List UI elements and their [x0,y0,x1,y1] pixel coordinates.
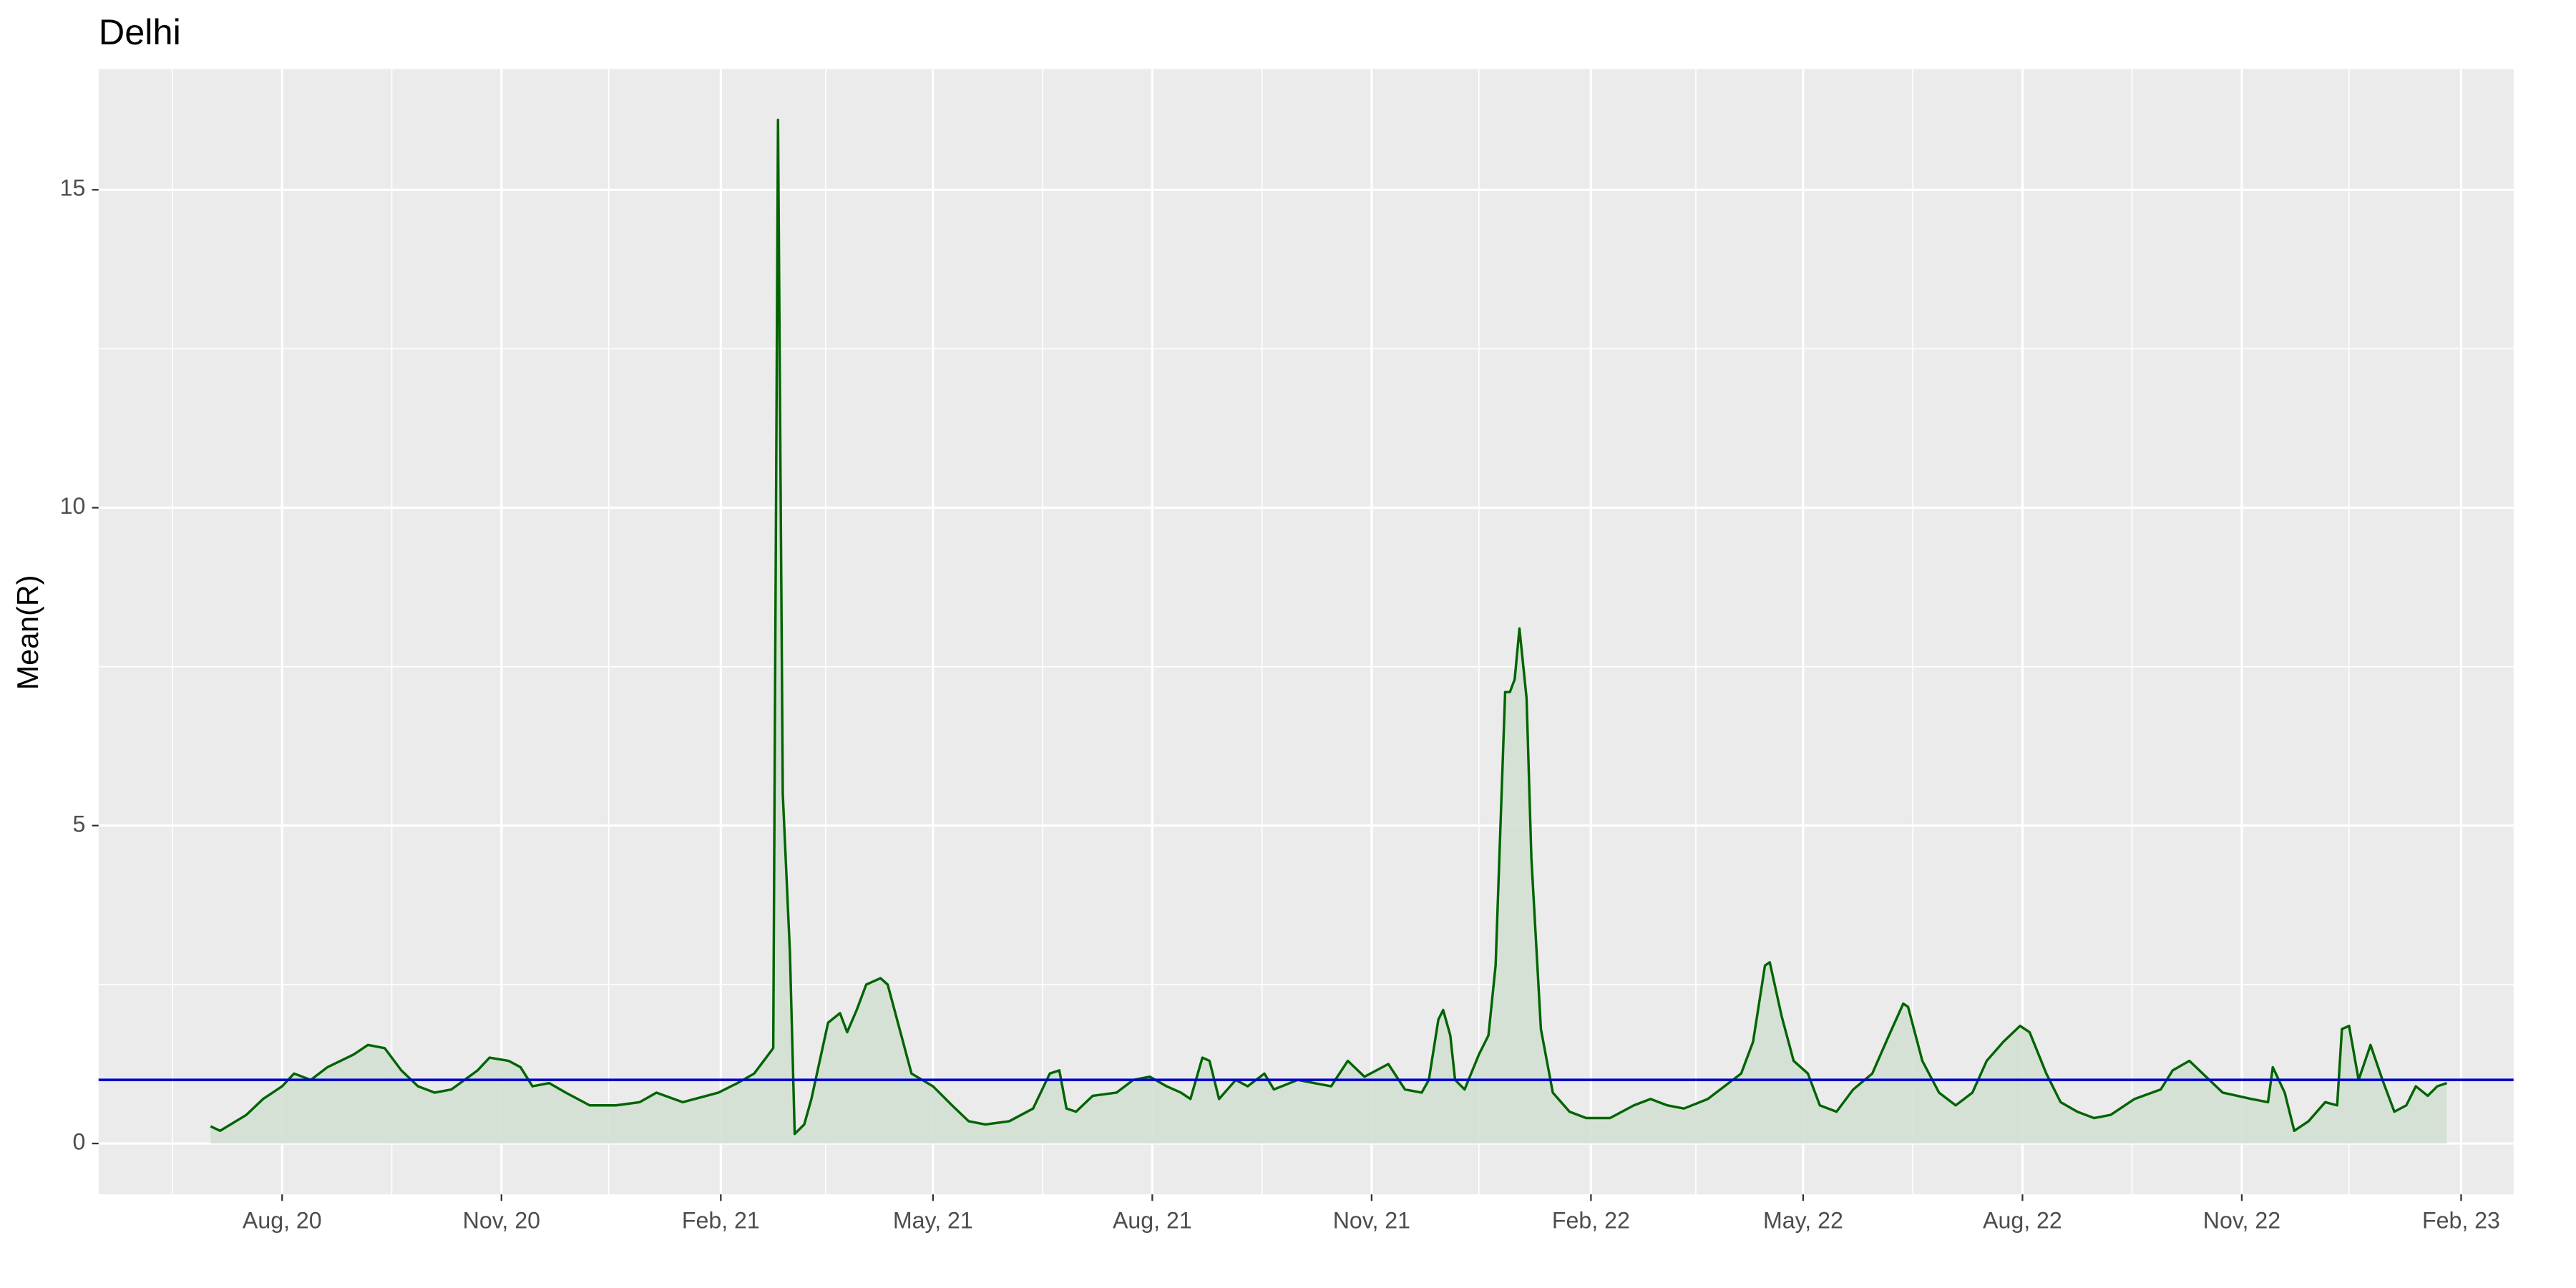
chart-title: Delhi [99,11,181,52]
plot-panel [98,69,2514,1195]
x-tick-label: Aug, 21 [1113,1208,1192,1234]
y-tick-label: 5 [73,811,86,836]
x-tick-label: Aug, 22 [1983,1208,2062,1234]
y-tick-label: 10 [60,493,86,519]
x-tick-label: Feb, 22 [1552,1208,1630,1234]
x-tick-label: Nov, 20 [463,1208,540,1234]
x-tick-label: May, 21 [893,1208,973,1234]
x-tick-label: Feb, 23 [2422,1208,2500,1234]
x-tick-label: May, 22 [1763,1208,1843,1234]
y-tick-label: 15 [60,175,86,201]
x-tick-label: Feb, 21 [682,1208,760,1234]
x-tick-label: Nov, 21 [1333,1208,1410,1234]
series-line [210,118,2448,1136]
y-tick-label: 0 [73,1129,86,1155]
x-tick-label: Aug, 20 [243,1208,322,1234]
y-axis-label: Mean(R) [11,575,44,691]
x-tick-label: Nov, 22 [2203,1208,2280,1234]
